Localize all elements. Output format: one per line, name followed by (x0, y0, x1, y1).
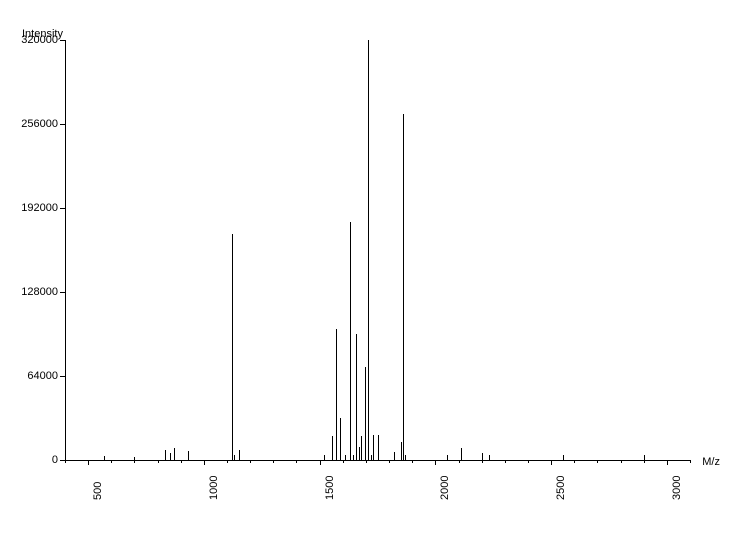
y-tick (60, 292, 65, 293)
spectrum-peak (239, 450, 240, 461)
x-tick (320, 460, 321, 465)
x-tick (111, 460, 112, 463)
x-tick (227, 460, 228, 463)
y-tick (60, 208, 65, 209)
y-tick-label: 64000 (27, 370, 58, 382)
x-tick (88, 460, 89, 465)
x-tick (412, 460, 413, 463)
x-tick (389, 460, 390, 463)
spectrum-peak (188, 451, 189, 460)
spectrum-peak (353, 455, 354, 460)
x-tick (273, 460, 274, 463)
x-tick-label: 1000 (208, 476, 220, 500)
spectrum-peak (324, 455, 325, 460)
x-tick (621, 460, 622, 463)
x-axis-title: M/z (702, 456, 720, 468)
spectrum-peak (165, 450, 166, 461)
x-tick-label: 2000 (439, 476, 451, 500)
plot-area (65, 40, 690, 460)
spectrum-peak (394, 452, 395, 460)
y-tick-label: 192000 (21, 202, 58, 214)
spectrum-peak (368, 40, 369, 460)
spectrum-peak (447, 455, 448, 460)
x-tick (644, 460, 645, 463)
x-tick (343, 460, 344, 463)
spectrum-peak (371, 455, 372, 460)
y-tick (60, 376, 65, 377)
spectrum-peak (489, 455, 490, 460)
x-tick (204, 460, 205, 465)
spectrum-peak (170, 453, 171, 460)
mass-spectrum-chart: Intensity M/z 06400012800019200025600032… (0, 0, 750, 540)
x-tick (65, 460, 66, 463)
spectrum-peak (232, 234, 233, 460)
spectrum-peak (373, 435, 374, 460)
x-tick (366, 460, 367, 463)
spectrum-peak (563, 455, 564, 460)
x-tick (667, 460, 668, 465)
x-tick (505, 460, 506, 463)
spectrum-peak (403, 114, 404, 461)
spectrum-peak (361, 436, 362, 460)
y-tick-label: 320000 (21, 34, 58, 46)
x-tick (551, 460, 552, 465)
x-tick (435, 460, 436, 465)
x-tick (482, 460, 483, 463)
x-tick-label: 500 (92, 482, 104, 500)
spectrum-peak (340, 418, 341, 460)
spectrum-peak (350, 222, 351, 460)
spectrum-peak (378, 435, 379, 460)
spectrum-peak (365, 367, 366, 460)
y-tick (60, 124, 65, 125)
y-tick-label: 256000 (21, 118, 58, 130)
spectrum-peak (359, 447, 360, 460)
spectrum-peak (174, 448, 175, 460)
x-tick (690, 460, 691, 463)
y-tick-label: 0 (52, 454, 58, 466)
x-tick (158, 460, 159, 463)
spectrum-peak (345, 455, 346, 460)
x-tick (250, 460, 251, 463)
x-tick (296, 460, 297, 463)
x-tick-label: 1500 (324, 476, 336, 500)
spectrum-peak (356, 334, 357, 460)
spectrum-peak (461, 448, 462, 460)
x-tick-label: 3000 (671, 476, 683, 500)
x-tick (181, 460, 182, 463)
y-tick-label: 128000 (21, 286, 58, 298)
spectrum-peak (401, 442, 402, 460)
x-tick (597, 460, 598, 463)
x-axis (65, 460, 690, 461)
spectrum-peak (332, 436, 333, 460)
spectrum-peak (234, 455, 235, 460)
y-tick (60, 40, 65, 41)
x-tick (574, 460, 575, 463)
spectrum-peak (104, 456, 105, 460)
x-tick (134, 460, 135, 463)
x-tick-label: 2500 (555, 476, 567, 500)
x-tick (459, 460, 460, 463)
spectrum-peak (405, 455, 406, 460)
spectrum-peak (336, 329, 337, 460)
x-tick (528, 460, 529, 463)
